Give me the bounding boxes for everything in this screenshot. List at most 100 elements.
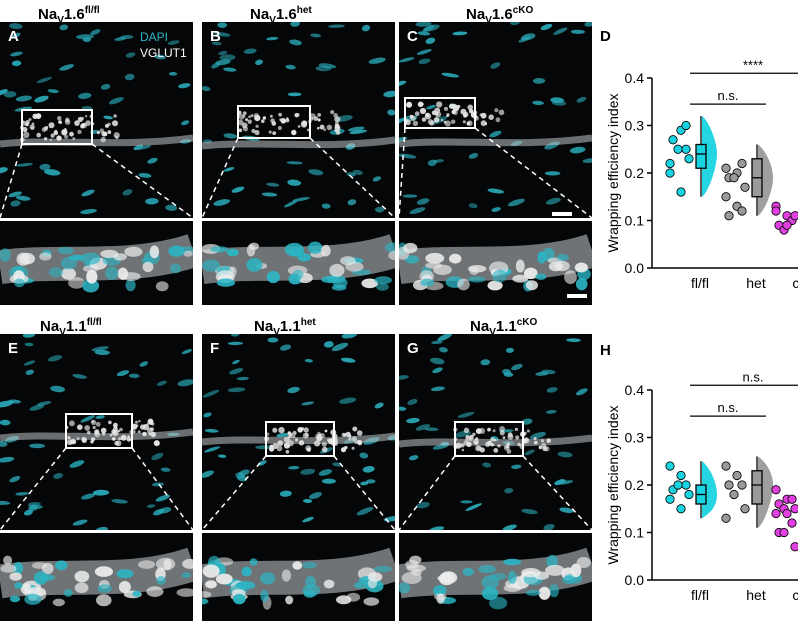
data-point-fl/fl	[684, 489, 694, 500]
zoom-region-box	[404, 97, 476, 129]
data-point-fl/fl	[665, 461, 675, 471]
zoom-micrograph-G	[399, 533, 592, 621]
panel-label-F: F	[210, 340, 220, 357]
x-category-label: fl/fl	[691, 275, 709, 291]
fluorescence-image	[399, 22, 592, 218]
fluorescence-image	[0, 334, 193, 530]
data-point-fl/fl	[665, 168, 675, 178]
data-point-het	[721, 513, 731, 523]
data-point-cKO	[790, 504, 798, 514]
y-tick-label: 0.2	[625, 477, 645, 493]
micrograph-E: E	[0, 334, 193, 530]
fluorescence-image	[0, 23, 193, 218]
data-point-cKO	[782, 508, 792, 519]
data-point-fl/fl	[684, 154, 694, 164]
y-tick-label: 0.3	[625, 430, 645, 446]
data-point-fl/fl	[676, 504, 686, 514]
y-tick-label: 0.1	[625, 525, 645, 541]
zoom-guide-line	[202, 455, 267, 530]
panel-label-B: B	[210, 28, 221, 45]
zoom-fluorescence-image	[202, 547, 395, 610]
micrograph-G: G	[399, 334, 592, 530]
y-tick-label: 0.0	[625, 572, 645, 588]
column-title-navi11-cko: NaV1.1cKO	[470, 317, 538, 338]
zoom-micrograph-E	[0, 533, 193, 621]
zoom-fluorescence-image	[202, 234, 395, 291]
y-tick-label: 0.0	[625, 260, 645, 276]
zoom-guide-line	[333, 455, 395, 530]
x-category-label: cKO	[792, 275, 798, 291]
data-point-het	[737, 480, 747, 490]
data-point-cKO	[771, 206, 781, 216]
data-point-het	[729, 173, 739, 183]
data-point-het	[740, 504, 750, 514]
data-point-cKO	[790, 211, 798, 221]
data-point-fl/fl	[676, 470, 686, 481]
column-title-navi16-cko: NaV1.6cKO	[466, 5, 534, 26]
y-tick-label: 0.1	[625, 213, 645, 229]
y-tick-label: 0.2	[625, 165, 645, 181]
data-point-het	[737, 206, 747, 216]
data-point-het	[721, 163, 731, 173]
x-category-label: het	[746, 275, 766, 291]
box-fl/fl	[695, 143, 707, 169]
data-point-fl/fl	[681, 120, 691, 131]
column-title-navi16-flfl: NaV1.6fl/fl	[38, 5, 100, 26]
panel-label-D: D	[600, 28, 611, 45]
column-title-navi16-het: NaV1.6het	[250, 5, 312, 26]
x-category-label: cKO	[792, 587, 798, 603]
zoom-guide-line	[474, 127, 592, 218]
micrograph-C: C	[399, 22, 592, 218]
data-point-fl/fl	[676, 187, 686, 197]
data-point-fl/fl	[665, 494, 675, 504]
legend-dapi: DAPI	[140, 30, 169, 44]
scale-bar	[552, 212, 572, 216]
micrograph-B: B	[202, 22, 395, 218]
zoom-micrograph-C	[399, 221, 592, 305]
data-point-het	[721, 461, 731, 471]
zoom-guide-line	[309, 137, 395, 218]
zoom-guide-line	[399, 455, 456, 530]
zoom-guide-line	[0, 143, 23, 218]
zoom-guide-line	[131, 447, 193, 530]
data-point-het	[737, 158, 747, 169]
panel-label-A: A	[8, 28, 19, 45]
legend-vglut1: VGLUT1	[140, 46, 187, 60]
zoom-micrograph-B	[202, 221, 395, 305]
data-point-fl/fl	[681, 480, 691, 490]
zoom-micrograph-A	[0, 221, 193, 305]
micrograph-F: F	[202, 334, 395, 530]
data-point-het	[721, 192, 731, 202]
box-het	[751, 470, 763, 505]
data-point-cKO	[787, 494, 797, 504]
data-point-cKO	[771, 508, 781, 519]
fluorescence-image	[202, 334, 395, 530]
zoom-guide-line	[202, 137, 239, 218]
y-tick-label: 0.4	[625, 382, 645, 398]
zoom-fluorescence-image	[399, 234, 592, 298]
zoom-region-box	[265, 421, 335, 457]
y-tick-label: 0.4	[625, 70, 645, 86]
column-title-navi11-flfl: NaV1.1fl/fl	[40, 317, 102, 338]
data-point-het	[732, 470, 742, 481]
panel-label-H: H	[600, 342, 611, 359]
zoom-region-box	[21, 109, 93, 145]
zoom-guide-line	[399, 127, 406, 218]
zoom-guide-line	[522, 455, 592, 530]
y-axis-label: Wrapping efficiency index	[605, 93, 621, 252]
data-point-cKO	[790, 542, 798, 552]
data-point-fl/fl	[681, 144, 691, 154]
x-category-label: het	[746, 587, 766, 603]
comparison-label: n.s.	[743, 369, 764, 384]
column-title-navi11-het: NaV1.1het	[254, 317, 316, 338]
scale-bar	[567, 294, 587, 298]
zoom-region-box	[65, 413, 133, 449]
data-point-cKO	[779, 527, 789, 538]
y-tick-label: 0.3	[625, 118, 645, 134]
comparison-label: n.s.	[718, 400, 739, 415]
zoom-micrograph-F	[202, 533, 395, 621]
data-point-cKO	[782, 220, 792, 230]
zoom-fluorescence-image	[0, 234, 193, 293]
